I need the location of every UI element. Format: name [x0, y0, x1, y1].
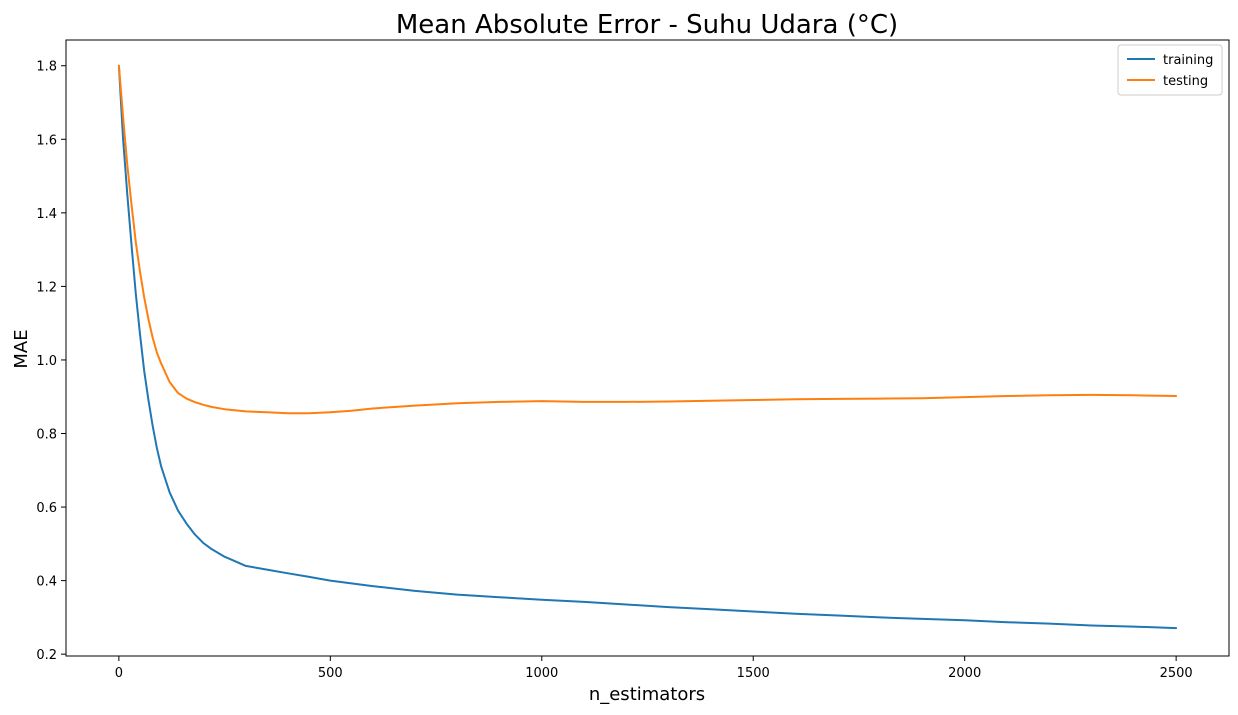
chart-title: Mean Absolute Error - Suhu Udara (°C)	[396, 10, 898, 40]
x-tick-label: 0	[115, 666, 123, 681]
y-tick-label: 1.2	[36, 280, 57, 295]
y-axis-ticks: 0.2 0.4 0.6 0.8 1.0 1.2 1.4 1.6 1.8	[36, 60, 66, 663]
y-tick-label: 1.4	[36, 207, 57, 222]
series-lines	[117, 64, 1178, 630]
axes-frame	[65, 39, 1230, 657]
x-axis-label: n_estimators	[589, 684, 705, 705]
y-tick-label: 1.6	[36, 133, 57, 148]
x-tick-label: 2000	[948, 666, 981, 681]
legend-label-training: training	[1163, 53, 1213, 68]
x-tick-label: 500	[318, 666, 343, 681]
plot-area: 0 500 1000 1500 2000 2500 0.2 0.4 0.6 0.8 1.0 1.2 1…	[36, 39, 1230, 681]
y-tick-label: 1.8	[36, 60, 57, 75]
y-axis-label: MAE	[11, 329, 32, 368]
y-tick-label: 0.8	[36, 428, 57, 443]
legend-box	[1117, 44, 1223, 96]
x-tick-label: 2500	[1160, 666, 1193, 681]
legend-label-testing: testing	[1163, 74, 1208, 89]
y-tick-label: 1.0	[36, 354, 57, 369]
x-tick-label: 1000	[525, 666, 558, 681]
series-line-training	[117, 64, 1178, 630]
x-axis-ticks: 0 500 1000 1500 2000 2500	[115, 656, 1193, 681]
x-tick-label: 1500	[737, 666, 770, 681]
y-tick-label: 0.2	[36, 648, 57, 663]
legend: training testing	[1117, 44, 1223, 96]
series-line-testing	[117, 64, 1178, 415]
y-tick-label: 0.6	[36, 501, 57, 516]
y-tick-label: 0.4	[36, 575, 57, 590]
